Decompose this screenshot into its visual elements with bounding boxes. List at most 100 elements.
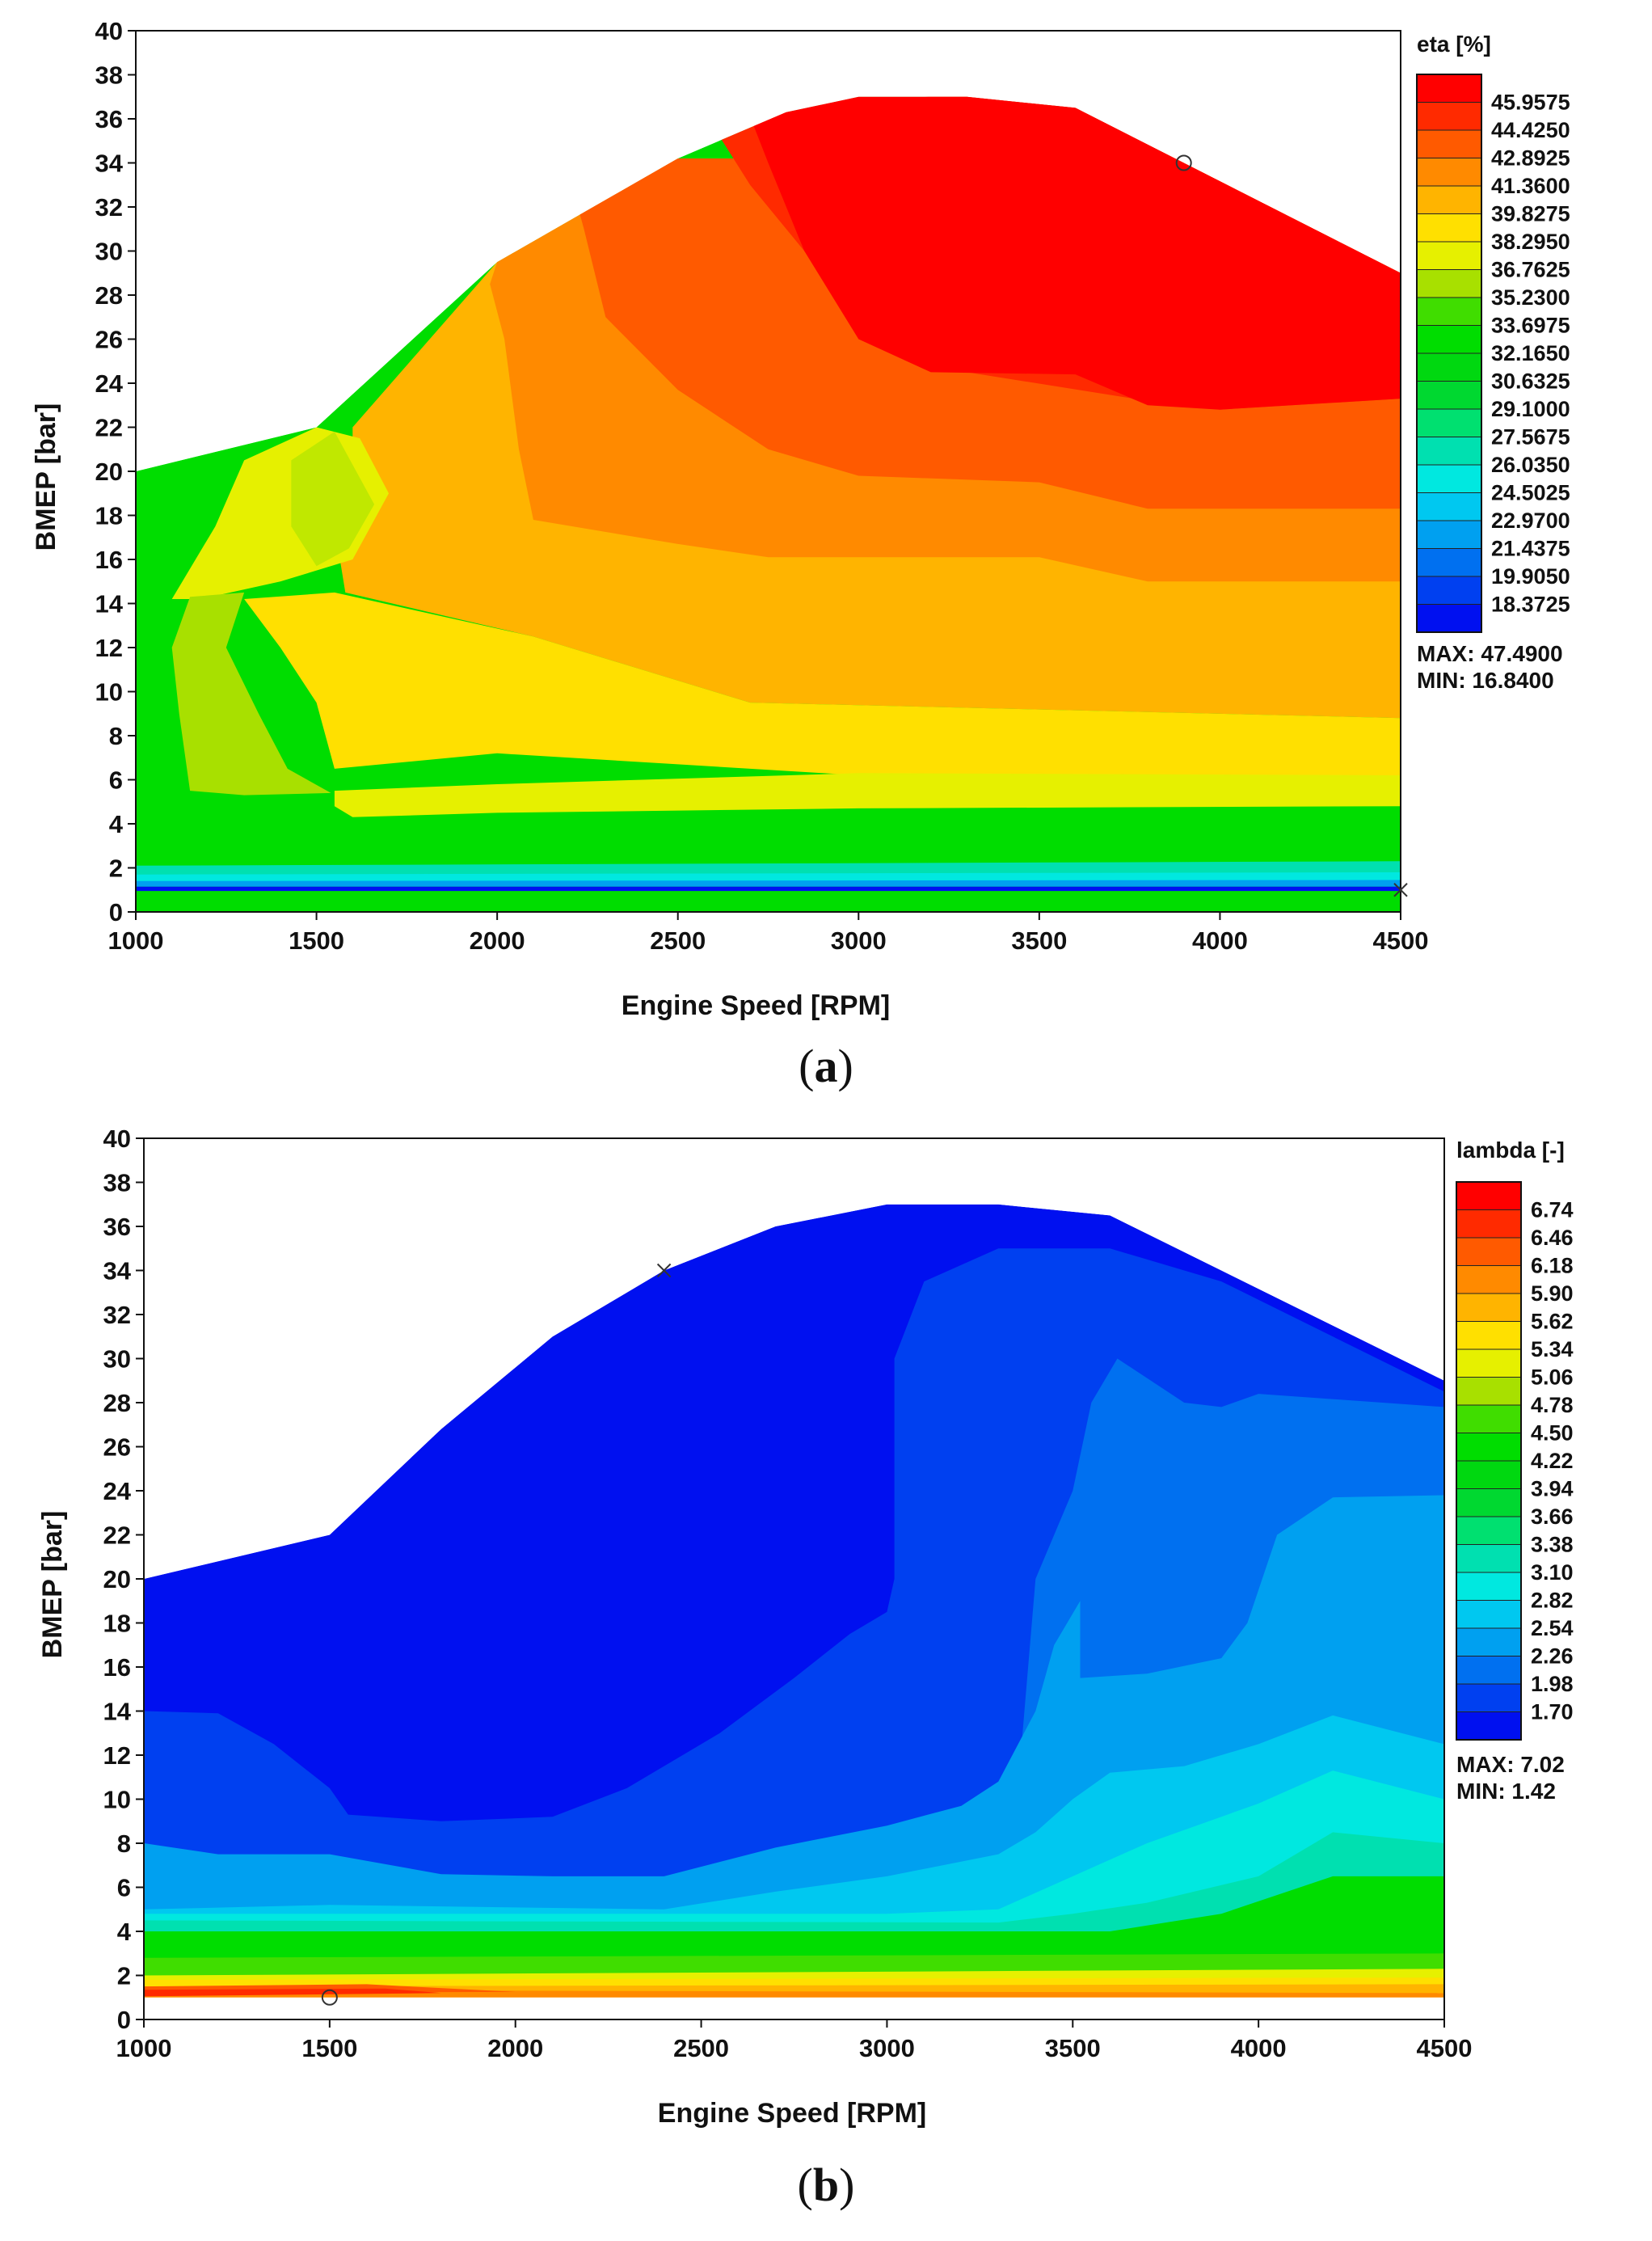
y-tick-label: 36 [103,1213,131,1241]
legend-swatch [1456,1600,1521,1629]
legend-level-label: 39.8275 [1491,202,1570,226]
contour-bands-a [136,96,1401,912]
caption-a: (a) [799,1040,853,1092]
legend-swatch [1456,1349,1521,1378]
markers-b [321,1263,672,2006]
contour-band [171,592,331,796]
y-tick-label: 4 [117,1918,132,1946]
legend-title-b: lambda [-] [1456,1137,1565,1163]
legend-level-label: 27.5675 [1491,425,1570,449]
x-tick-label: 4000 [1231,2034,1287,2062]
legend-level-label: 42.8925 [1491,146,1570,171]
legend-swatch [1417,548,1481,577]
legend-level-label: 35.2300 [1491,285,1570,310]
x-axis-a: 1000 1500 2000 2500 3000 3500 4000 4500 [108,912,1429,955]
legend-swatch [1456,1572,1521,1601]
legend-a: 45.9575 44.4250 42.8925 41.3600 39.8275 38.29… [1416,74,1570,633]
x-tick-label: 1500 [289,926,344,955]
y-tick-label: 12 [95,634,123,662]
legend-swatch [1417,437,1481,466]
legend-level-label: 5.34 [1531,1337,1574,1361]
legend-level-label: 22.9700 [1491,509,1570,533]
legend-swatch [1417,298,1481,326]
legend-level-label: 5.90 [1531,1281,1574,1306]
contour-plot-b [144,1204,1444,2019]
legend-swatch [1417,576,1481,605]
y-tick-label: 12 [103,1741,131,1770]
y-tick-label: 30 [103,1345,131,1374]
x-axis-label-b: Engine Speed [RPM] [658,2098,926,2129]
legend-swatch [1456,1628,1521,1656]
y-tick-label: 40 [103,1125,131,1153]
caption-letter-b: b [813,2159,839,2211]
legend-swatch [1417,242,1481,270]
contour-band [334,773,1401,817]
legend-swatch [1417,269,1481,298]
legend-level-label: 45.9575 [1491,91,1570,115]
legend-level-label: 44.4250 [1491,118,1570,142]
x-tick-label: 3000 [859,2034,915,2062]
legend-swatch [1417,130,1481,158]
legend-level-label: 2.26 [1531,1644,1574,1669]
legend-swatch [1456,1517,1521,1545]
legend-frame [1456,1181,1522,1741]
y-tick-label: 36 [95,105,123,133]
contour-band [144,1988,441,1997]
legend-swatch [1417,213,1481,243]
y-tick-label: 8 [117,1830,131,1858]
y-tick-label: 28 [103,1389,131,1417]
legend-level-label: 5.62 [1531,1310,1574,1334]
contour-band [136,861,1401,877]
y-tick-label: 38 [95,61,123,90]
legend-swatch [1456,1433,1521,1462]
legend-swatch [1456,1461,1521,1489]
x-tick-label: 4000 [1192,926,1248,955]
y-tick-label: 2 [109,855,123,883]
y-tick-label: 18 [103,1610,131,1638]
y-tick-label: 8 [109,722,123,750]
y-axis-label-b: BMEP [bar] [37,1511,68,1659]
y-tick-label: 14 [95,590,124,618]
legend-level-label: 1.98 [1531,1672,1574,1696]
contour-band [244,592,1401,780]
y-tick-label: 22 [95,414,123,442]
legend-level-label: 36.7625 [1491,258,1570,282]
legend-swatch [1417,74,1481,103]
legend-level-label: 32.1650 [1491,341,1570,365]
marker-x [656,1263,672,1278]
legend-swatch [1417,102,1481,131]
marker-circle [321,1989,338,2006]
max-label-b: MAX: 7.02 [1456,1752,1565,1777]
legend-level-label: 2.54 [1531,1616,1574,1640]
legend-level-label: 4.50 [1531,1421,1574,1445]
y-axis-label-a: BMEP [bar] [31,403,61,551]
legend-level-label: 33.6975 [1491,314,1570,338]
x-tick-label: 3500 [1045,2034,1101,2062]
legend-swatch [1456,1294,1521,1322]
legend-swatch [1456,1377,1521,1406]
marker-circle [1175,154,1192,171]
legend-swatch [1417,186,1481,214]
legend-swatch [1417,158,1481,187]
contour-band [136,880,1401,887]
legend-swatch [1456,1238,1521,1266]
y-tick-label: 20 [95,458,123,486]
legend-swatch [1417,521,1481,549]
legend-frame [1416,74,1482,633]
legend-swatch [1456,1488,1521,1517]
legend-swatch [1456,1711,1521,1741]
x-tick-label: 4500 [1373,926,1429,955]
legend-level-label: 3.66 [1531,1505,1574,1529]
x-tick-label: 1000 [116,2034,172,2062]
x-tick-label: 1000 [108,926,164,955]
marker-x [1393,883,1408,897]
y-tick-label: 16 [95,546,123,574]
legend-level-label: 3.38 [1531,1533,1574,1557]
y-tick-label: 24 [103,1477,132,1505]
min-label-b: MIN: 1.42 [1456,1779,1556,1804]
y-tick-label: 0 [109,898,123,926]
legend-level-label: 41.3600 [1491,174,1570,198]
x-tick-label: 2500 [650,926,706,955]
legend-level-label: 21.4375 [1491,537,1570,561]
